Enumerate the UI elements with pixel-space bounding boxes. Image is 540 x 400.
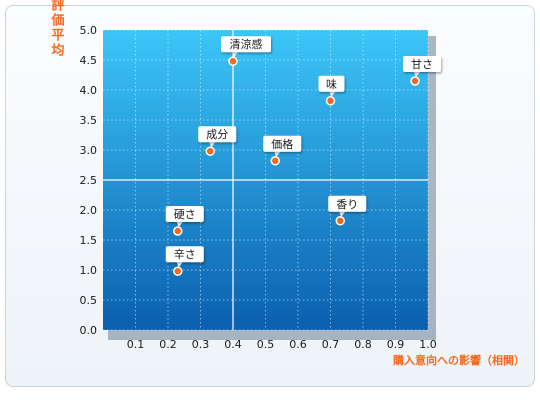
point-marker bbox=[173, 266, 183, 276]
y-tick-label: 0.5 bbox=[80, 294, 98, 307]
point-marker bbox=[325, 96, 336, 106]
y-tick-label: 5.0 bbox=[80, 24, 98, 37]
point-label: 清涼感 bbox=[230, 37, 263, 51]
point-label: 味 bbox=[326, 78, 337, 91]
y-tick-label: 4.5 bbox=[80, 54, 98, 67]
point-label: 甘さ bbox=[411, 58, 433, 71]
y-tick-label: 0.0 bbox=[80, 324, 98, 337]
label-box bbox=[318, 75, 345, 92]
label-pointer bbox=[232, 52, 238, 58]
x-tick-label: 0.1 bbox=[127, 338, 145, 351]
point-marker bbox=[410, 76, 420, 86]
y-tick-label: 2.0 bbox=[80, 204, 98, 217]
y-tick-label: 4.0 bbox=[80, 84, 98, 97]
data-point: 味 bbox=[318, 75, 345, 106]
x-axis-title: 購入意向への影響（相関） bbox=[392, 353, 525, 367]
point-label: 価格 bbox=[271, 137, 293, 151]
point-marker bbox=[205, 146, 215, 156]
label-pointer bbox=[209, 142, 216, 148]
data-point: 香り bbox=[328, 195, 367, 226]
point-label: 硬さ bbox=[174, 208, 196, 221]
point-label: 香り bbox=[336, 198, 358, 211]
point-marker bbox=[270, 156, 280, 166]
label-box bbox=[263, 135, 302, 152]
data-point: 清涼感 bbox=[221, 36, 271, 66]
label-box bbox=[165, 206, 204, 222]
reference-lines bbox=[103, 30, 428, 330]
label-box bbox=[403, 56, 441, 72]
data-point: 成分 bbox=[198, 126, 237, 156]
x-tick-label: 0.4 bbox=[224, 338, 242, 351]
label-pointer bbox=[414, 72, 420, 77]
label-box bbox=[198, 126, 237, 143]
label-box bbox=[221, 36, 271, 53]
point-label: 成分 bbox=[206, 128, 228, 141]
data-point: 甘さ bbox=[403, 56, 441, 86]
x-tick-label: 0.2 bbox=[159, 338, 177, 351]
x-axis-ticks: 0.1 0.2 0.3 0.4 0.5 0.6 0.7 0.8 0.9 1.0 bbox=[127, 338, 437, 351]
label-pointer bbox=[274, 151, 281, 157]
point-marker bbox=[335, 216, 345, 226]
point-marker bbox=[228, 56, 238, 66]
x-tick-label: 0.6 bbox=[289, 338, 307, 351]
data-point: 硬さ bbox=[165, 206, 204, 236]
label-pointer bbox=[176, 262, 183, 268]
y-tick-label: 3.0 bbox=[80, 144, 98, 157]
x-tick-label: 0.5 bbox=[257, 338, 275, 351]
point-marker bbox=[173, 226, 183, 236]
x-tick-label: 0.9 bbox=[387, 338, 405, 351]
x-tick-label: 0.3 bbox=[192, 338, 210, 351]
y-axis-title: 評価平均 bbox=[49, 0, 66, 58]
y-axis-ticks: 0.0 0.5 1.0 1.5 2.0 2.5 3.0 3.5 4.0 4.5 5.0 bbox=[80, 24, 98, 337]
y-tick-label: 3.5 bbox=[80, 114, 98, 127]
x-tick-label: 1.0 bbox=[419, 338, 437, 351]
label-box bbox=[165, 246, 204, 263]
x-tick-label: 0.8 bbox=[354, 338, 372, 351]
label-pointer bbox=[176, 222, 183, 227]
point-label: 辛さ bbox=[174, 247, 196, 261]
label-pointer bbox=[329, 91, 336, 97]
y-tick-label: 2.5 bbox=[80, 174, 98, 187]
label-pointer bbox=[339, 211, 346, 217]
y-tick-label: 1.5 bbox=[80, 234, 98, 247]
label-box bbox=[328, 195, 367, 212]
data-point: 辛さ bbox=[165, 246, 204, 276]
data-point: 価格 bbox=[263, 135, 302, 166]
y-tick-label: 1.0 bbox=[80, 264, 98, 277]
x-tick-label: 0.7 bbox=[322, 338, 340, 351]
